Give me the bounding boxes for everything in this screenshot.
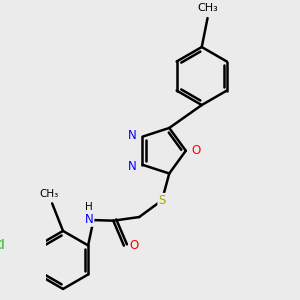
Text: H: H [85, 202, 93, 212]
Text: O: O [191, 144, 201, 157]
Text: S: S [158, 194, 166, 207]
Text: O: O [130, 239, 139, 252]
Text: N: N [128, 129, 137, 142]
Text: N: N [85, 213, 94, 226]
Text: Cl: Cl [0, 239, 5, 252]
Text: CH₃: CH₃ [39, 189, 58, 199]
Text: N: N [128, 160, 137, 173]
Text: CH₃: CH₃ [197, 3, 218, 13]
